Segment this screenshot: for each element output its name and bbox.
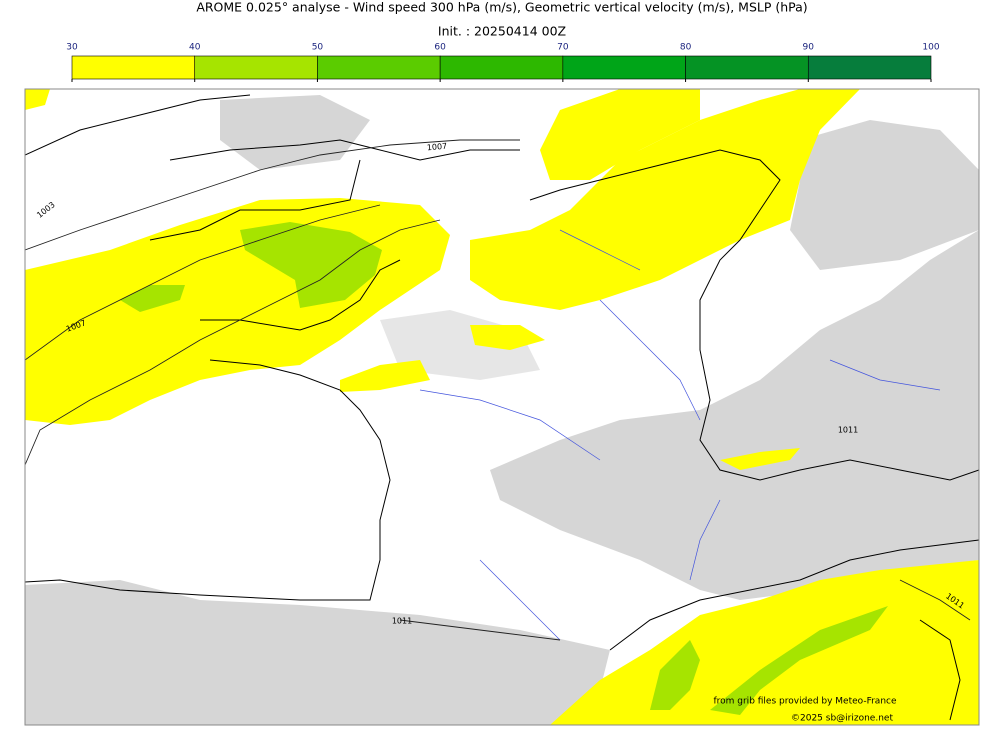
colorbar-tick-label: 30	[66, 43, 78, 53]
colorbar-tick-label: 80	[680, 43, 692, 53]
colorbar-segment	[807, 55, 932, 80]
map-frame	[24, 88, 980, 726]
colorbar-tick-label: 90	[803, 43, 815, 53]
velocity-areas	[25, 95, 979, 725]
colorbar-tick-label: 70	[557, 43, 569, 53]
wind-40-50	[120, 222, 888, 715]
colorbar-tick-label: 60	[434, 43, 446, 53]
colorbar-segment	[317, 55, 441, 80]
colorbar: 30 40 50 60 70 80 90 100	[66, 43, 940, 82]
colorbar-segment	[71, 55, 196, 80]
colorbar-tick-label: 50	[312, 43, 324, 53]
isobar-label: 1011	[838, 426, 858, 435]
isobar-label: 1011	[392, 617, 412, 626]
title: AROME 0.025° analyse - Wind speed 300 hP…	[196, 0, 807, 15]
colorbar-segment	[562, 55, 686, 80]
colorbar-segment	[194, 55, 318, 80]
colorbar-tick-label: 100	[922, 43, 939, 53]
credit-author: ©2025 sb@irizone.net	[791, 714, 893, 724]
subtitle: Init. : 20250414 00Z	[438, 24, 566, 39]
colorbar-segment	[439, 55, 564, 80]
isobar-label: 1007	[426, 142, 447, 153]
colorbar-tick-label: 40	[189, 43, 201, 53]
colorbar-segment	[685, 55, 809, 80]
credit-source: from grib files provided by Meteo-France	[713, 697, 896, 707]
